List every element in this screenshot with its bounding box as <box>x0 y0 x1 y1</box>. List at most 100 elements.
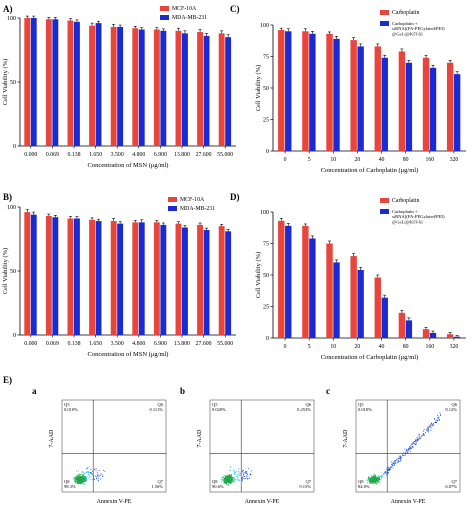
flow-plot-tag: a <box>32 386 37 396</box>
flow-event <box>78 476 80 478</box>
flow-event <box>79 478 81 480</box>
flow-event <box>372 475 374 477</box>
flow-event <box>230 481 232 483</box>
flow-event <box>85 468 87 470</box>
flow-event <box>250 473 252 475</box>
flow-event <box>226 478 228 480</box>
flow-event <box>245 475 247 477</box>
flow-event <box>229 475 230 477</box>
x-tick-label: 0.000 <box>24 341 37 347</box>
flow-event <box>400 456 402 458</box>
quadrant-q6-label: Q6 <box>306 402 312 407</box>
flow-event <box>223 479 225 481</box>
flow-event <box>405 452 407 454</box>
flow-event <box>239 472 241 474</box>
flow-event <box>86 471 88 473</box>
bar <box>405 320 413 338</box>
flow-event <box>76 480 78 482</box>
flow-event <box>246 473 248 475</box>
flow-event <box>383 473 385 475</box>
flow-event <box>429 426 431 428</box>
flow-event <box>374 478 376 480</box>
flow-event <box>246 478 248 480</box>
flow-event <box>230 480 232 482</box>
flow-event <box>395 462 397 464</box>
flow-event <box>376 477 378 479</box>
flow-event <box>234 481 236 482</box>
flow-event <box>234 472 236 474</box>
flow-event <box>435 421 437 423</box>
bar <box>285 225 292 338</box>
bar <box>453 336 461 338</box>
flow-event <box>83 473 85 474</box>
flow-event <box>80 476 82 478</box>
flow-event <box>87 471 88 473</box>
flow-event <box>394 460 396 462</box>
flow-event <box>83 480 85 482</box>
flow-event <box>421 435 423 437</box>
flow-event <box>418 439 420 441</box>
flow-event <box>377 478 379 480</box>
flow-event <box>93 475 95 477</box>
legend-label: Carboplatin <box>392 198 419 204</box>
bar <box>45 215 52 335</box>
flow-event <box>387 466 389 468</box>
x-tick-label: 55.000 <box>217 152 233 158</box>
flow-event <box>229 475 230 477</box>
flow-event <box>370 478 372 480</box>
flow-event <box>237 474 239 476</box>
flow-event <box>233 481 234 483</box>
flow-event <box>374 479 376 481</box>
flow-event <box>374 476 376 478</box>
flow-y-axis-label: 7-AAD <box>343 429 349 448</box>
bar <box>160 30 167 146</box>
bar <box>333 262 340 338</box>
flow-event <box>229 474 230 476</box>
flow-event <box>75 481 77 483</box>
flow-event <box>244 472 246 473</box>
flow-plot-tag: c <box>326 386 330 396</box>
bar <box>74 218 80 335</box>
bar <box>326 33 333 151</box>
x-axis-label: Concentration of MSN (μg/ml) <box>88 351 169 358</box>
flow-event <box>231 476 232 478</box>
panel-label-c: C) <box>230 4 240 14</box>
flow-event <box>82 473 84 475</box>
flow-event <box>77 477 79 479</box>
flow-event <box>82 476 84 478</box>
x-tick-label: 20 <box>355 157 361 163</box>
flow-event <box>403 452 405 454</box>
flow-event <box>237 479 239 481</box>
flow-event <box>234 479 236 481</box>
y-tick-label: 100 <box>7 16 16 22</box>
flow-event <box>389 467 391 469</box>
flow-event <box>244 478 246 480</box>
flow-event <box>377 480 379 482</box>
flow-event <box>98 475 100 477</box>
flow-event <box>96 477 97 479</box>
flow-event <box>76 470 77 472</box>
flow-event <box>418 433 420 435</box>
bar <box>398 51 406 151</box>
flow-event <box>76 476 78 478</box>
x-tick-label: 0 <box>284 344 287 350</box>
flow-event <box>387 467 389 469</box>
flow-event <box>228 473 230 475</box>
flow-event <box>423 428 425 430</box>
flow-event <box>402 453 404 455</box>
legend-label: Carboplatin <box>392 10 419 16</box>
flow-event <box>226 478 228 480</box>
flow-event <box>78 479 80 481</box>
flow-event <box>78 481 80 483</box>
flow-event <box>378 482 380 484</box>
flow-event <box>78 481 80 483</box>
flow-event <box>389 468 391 470</box>
legend-swatch <box>168 197 177 202</box>
bar <box>429 67 437 151</box>
bar <box>350 40 357 152</box>
flow-event <box>87 470 89 472</box>
quadrant-q6-label: Q6 <box>452 402 458 407</box>
flow-event <box>100 473 102 475</box>
flow-event <box>413 443 415 445</box>
